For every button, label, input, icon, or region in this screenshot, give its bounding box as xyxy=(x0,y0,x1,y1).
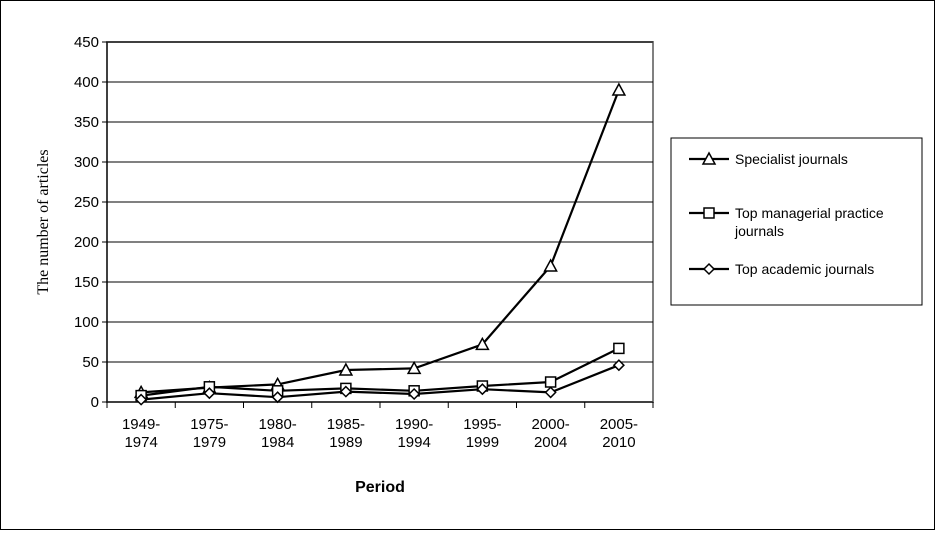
x-tick-label: 1949-1974 xyxy=(122,416,160,451)
y-tick-label: 50 xyxy=(82,354,99,371)
data-point xyxy=(544,386,557,399)
x-tick-label: 1980-1984 xyxy=(258,416,296,451)
legend-label: Top academic journals xyxy=(735,261,874,277)
data-point xyxy=(408,387,421,401)
series-diamond xyxy=(135,359,625,406)
y-tick-label: 400 xyxy=(74,74,99,91)
y-tick-label: 450 xyxy=(74,34,99,51)
y-tick-labels: 0 50 100 150 200 250 300 350 400 450 xyxy=(74,34,99,411)
y-tick-label: 250 xyxy=(74,194,99,211)
x-tick-label: 1985-1989 xyxy=(327,416,365,451)
legend-label: Top managerial practice journals xyxy=(734,205,884,239)
data-point xyxy=(543,258,558,272)
data-point xyxy=(612,359,625,372)
data-point xyxy=(338,362,354,376)
data-point xyxy=(476,383,489,396)
y-tick-label: 0 xyxy=(91,394,99,411)
y-tick-label: 350 xyxy=(74,114,99,131)
y-axis-title: The number of articles xyxy=(35,149,52,294)
data-point xyxy=(135,393,148,406)
data-point xyxy=(339,385,352,398)
x-tick-label: 2005-2010 xyxy=(600,416,638,451)
data-point xyxy=(544,376,557,388)
y-tick-label: 200 xyxy=(74,234,99,251)
x-tick-label: 1990-1994 xyxy=(395,416,433,451)
series-line xyxy=(141,364,620,401)
gridlines xyxy=(102,41,653,403)
data-point xyxy=(203,387,216,400)
data-point xyxy=(613,342,625,355)
plot-border xyxy=(106,41,654,403)
x-tick-label: 1995-1999 xyxy=(463,416,501,451)
legend: Specialist journals Top managerial practi… xyxy=(670,137,923,306)
legend-box xyxy=(670,137,923,306)
series-layer xyxy=(133,82,627,406)
series-line xyxy=(140,347,620,397)
legend-marker-diamond xyxy=(702,262,716,276)
axes xyxy=(106,42,654,408)
y-tick-label: 100 xyxy=(74,314,99,331)
plot-area xyxy=(106,41,654,403)
legend-label: Specialist journals xyxy=(735,151,848,167)
data-point xyxy=(406,360,422,375)
legend-marker-triangle xyxy=(701,151,717,165)
x-tick-label: 2000-2004 xyxy=(531,416,569,451)
data-point xyxy=(271,391,284,404)
data-point xyxy=(475,336,490,351)
legend-marker-square xyxy=(703,207,715,219)
y-tick-label: 150 xyxy=(74,274,99,291)
x-tick-labels: 1949-1974 1975-1979 1980-1984 1985-1989 1990… xyxy=(122,416,638,451)
y-tick-label: 300 xyxy=(74,154,99,171)
data-point xyxy=(611,82,627,96)
x-tick-label: 1975-1979 xyxy=(190,416,228,451)
x-axis-title: Period xyxy=(355,479,405,496)
